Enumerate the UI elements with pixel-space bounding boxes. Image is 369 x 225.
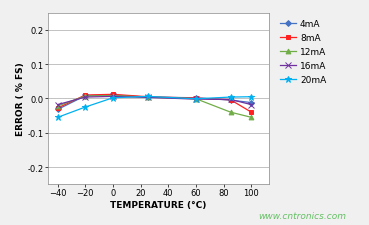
16mA [55,104,60,106]
20mA [83,106,87,109]
8mA [249,111,254,114]
12mA [194,98,198,101]
Line: 4mA: 4mA [56,94,254,112]
8mA [228,99,233,102]
20mA [228,96,233,99]
16mA [83,96,87,99]
8mA [145,96,150,99]
8mA [194,97,198,100]
12mA [111,95,115,98]
4mA [249,102,254,104]
X-axis label: TEMPERATURE (°C): TEMPERATURE (°C) [110,200,207,209]
12mA [83,95,87,98]
Text: www.cntronics.com: www.cntronics.com [259,212,346,220]
Line: 16mA: 16mA [55,94,254,108]
4mA [83,95,87,98]
12mA [55,105,60,108]
20mA [249,96,254,99]
4mA [55,109,60,111]
8mA [83,94,87,97]
4mA [194,97,198,100]
16mA [145,97,150,99]
4mA [228,99,233,102]
12mA [249,117,254,119]
Line: 8mA: 8mA [56,93,254,115]
12mA [228,111,233,114]
16mA [111,96,115,98]
4mA [111,94,115,97]
Y-axis label: ERROR ( % FS): ERROR ( % FS) [16,62,25,136]
4mA [145,96,150,99]
20mA [194,98,198,101]
16mA [249,104,254,106]
Line: 12mA: 12mA [55,94,254,120]
8mA [55,107,60,110]
16mA [194,98,198,101]
8mA [111,94,115,96]
12mA [145,96,150,99]
Legend: 4mA, 8mA, 12mA, 16mA, 20mA: 4mA, 8mA, 12mA, 16mA, 20mA [278,18,328,86]
20mA [111,97,115,100]
16mA [228,99,233,101]
20mA [145,96,150,98]
Line: 20mA: 20mA [55,94,255,121]
20mA [55,117,60,119]
